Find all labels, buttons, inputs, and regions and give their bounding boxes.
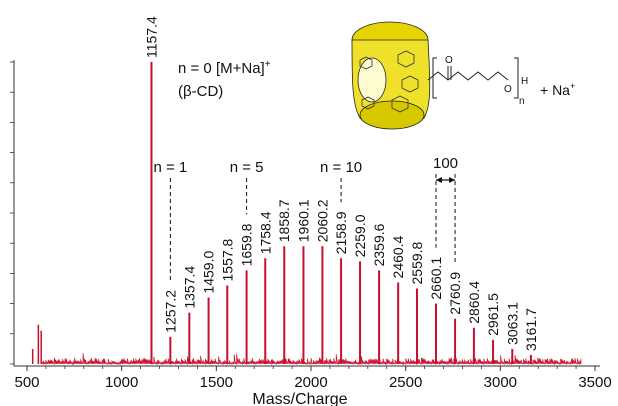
bracket-right	[514, 57, 519, 99]
peak-label-2259.0: 2259.0	[352, 214, 368, 257]
peak-label-2660.1: 2660.1	[428, 257, 444, 300]
peak-label-2760.9: 2760.9	[447, 272, 463, 315]
peak-label-2460.4: 2460.4	[390, 235, 406, 278]
peak-label-2158.9: 2158.9	[333, 211, 349, 254]
cyclodextrin-structure: O O H n + Na+	[351, 21, 575, 130]
peak-label-2961.5: 2961.5	[485, 293, 501, 336]
y-axis-ticks	[10, 61, 14, 365]
x-axis-label: Mass/Charge	[252, 391, 347, 406]
carbonyl-label: O	[445, 55, 453, 66]
peak-label-1557.8: 1557.8	[219, 238, 235, 281]
x-axis-ticks: 500 1000 1500 2000 2500 3000 3500	[14, 366, 612, 391]
ester-o-label: O	[504, 84, 512, 95]
peak-label-1257.2: 1257.2	[162, 290, 178, 333]
noise-trace	[40, 353, 582, 366]
peak-label-1858.7: 1858.7	[276, 199, 292, 242]
annotation-n10: n = 10	[320, 159, 362, 176]
peak-label-1960.1: 1960.1	[295, 199, 311, 242]
bracket-left	[432, 57, 437, 99]
spectrum-peaks	[31, 62, 532, 364]
baseline-noise	[40, 353, 582, 366]
peak-label-1157.4: 1157.4	[143, 16, 159, 58]
x-tick-label: 1000	[105, 374, 138, 391]
repeat-n-label: n	[519, 96, 525, 107]
x-tick-label: 3000	[484, 374, 517, 391]
glucose-units	[359, 50, 419, 113]
peak-label-1357.4: 1357.4	[181, 266, 197, 309]
x-tick-label: 2500	[389, 374, 422, 391]
polyester-chain	[427, 71, 509, 81]
annotation-beta-cd: (β-CD)	[178, 83, 223, 100]
cyclodextrin-cavity	[357, 57, 387, 103]
annotation-n5: n = 5	[230, 159, 264, 176]
annotation-100: 100	[433, 155, 458, 172]
annotation-n0: n = 0 [M+Na]+	[178, 59, 271, 77]
peak-label-1459.0: 1459.0	[201, 251, 217, 294]
arrow-head-left	[435, 177, 442, 183]
peak-label-2559.8: 2559.8	[409, 241, 425, 284]
peak-label-1758.4: 1758.4	[257, 211, 273, 254]
hydrogen-label: H	[521, 76, 528, 87]
x-tick-label: 2000	[294, 374, 327, 391]
spacing-100-marker: 100	[433, 155, 458, 263]
n-markers: n = 1 n = 5 n = 10	[153, 159, 362, 281]
peak-label-2860.4: 2860.4	[466, 281, 482, 324]
annotation-n1: n = 1	[153, 159, 187, 176]
x-tick-label: 500	[14, 374, 39, 391]
x-tick-label: 1500	[200, 374, 233, 391]
peak-label-2060.2: 2060.2	[314, 199, 330, 242]
arrow-head-right	[449, 177, 456, 183]
x-tick-label: 3500	[578, 374, 611, 391]
peak-label-2359.6: 2359.6	[371, 223, 387, 266]
peak-label-3063.1: 3063.1	[504, 302, 520, 345]
sodium-label: + Na+	[540, 81, 575, 98]
peak-label-1659.8: 1659.8	[239, 223, 255, 266]
peak-label-3161.7: 3161.7	[523, 308, 539, 351]
